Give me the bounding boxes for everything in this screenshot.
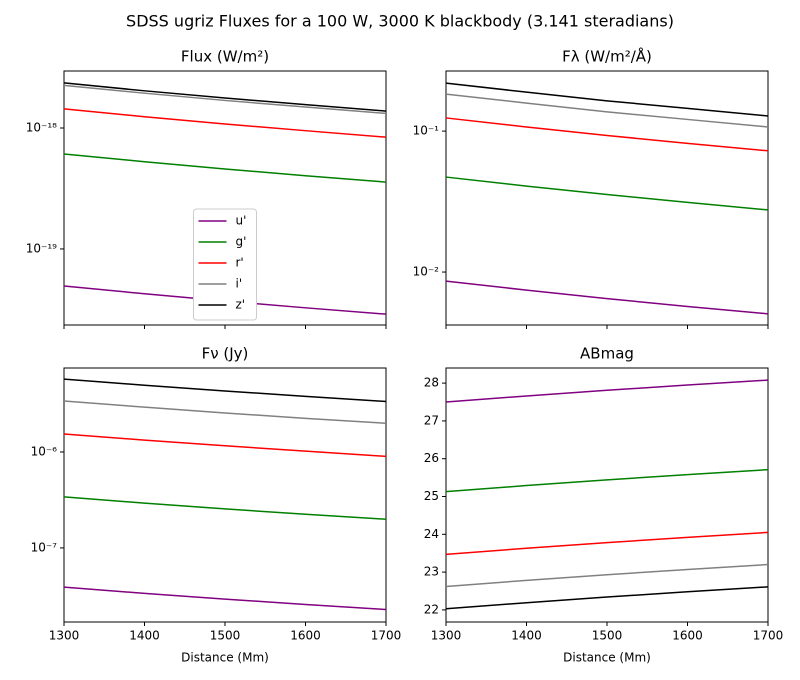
y-tick-label: 10⁻⁷: [31, 540, 58, 554]
x-tick-label: 1400: [129, 629, 160, 643]
series-line: [445, 93, 769, 128]
series-line: [445, 176, 769, 211]
x-axis-label: Distance (Mm): [181, 651, 269, 665]
y-tick-label: 10⁻⁶: [31, 444, 58, 458]
x-tick-label: 1600: [672, 629, 703, 643]
x-tick-label: 1300: [49, 629, 80, 643]
x-tick-label: 1500: [210, 629, 241, 643]
axes-title: Flux (W/m²): [181, 48, 269, 66]
series-line: [445, 117, 769, 152]
series-line: [445, 379, 769, 403]
x-tick-label: 1500: [592, 629, 623, 643]
y-tick-label: 23: [424, 565, 439, 579]
y-tick-label: 22: [424, 602, 439, 616]
series-line: [445, 586, 769, 610]
legend-label: r': [236, 256, 244, 270]
series-line: [445, 82, 769, 117]
series-line: [63, 586, 387, 611]
series-line: [63, 82, 387, 112]
legend-label: z': [236, 298, 246, 312]
axes-title: Fλ (W/m²/Å): [562, 47, 652, 66]
y-tick-label: 25: [424, 489, 439, 503]
y-tick-label: 10⁻¹⁹: [26, 241, 57, 255]
series-line: [63, 496, 387, 520]
x-tick-label: 1600: [290, 629, 321, 643]
y-tick-label: 24: [424, 527, 439, 541]
axes-title: ABmag: [580, 345, 634, 363]
series-line: [445, 468, 769, 493]
y-tick-label: 27: [424, 413, 439, 427]
y-tick-label: 26: [424, 451, 439, 465]
x-axis-label: Distance (Mm): [563, 651, 651, 665]
series-line: [445, 531, 769, 556]
legend-label: u': [236, 214, 247, 228]
legend-box: [193, 208, 257, 321]
series-line: [63, 433, 387, 458]
x-tick-label: 1400: [511, 629, 542, 643]
y-tick-label: 10⁻¹: [413, 124, 440, 138]
series-line: [445, 563, 769, 588]
y-tick-label: 28: [424, 376, 439, 390]
legend-label: i': [236, 277, 243, 291]
axes-frame: [445, 367, 769, 623]
axes-frame: [63, 367, 387, 623]
series-line: [63, 378, 387, 403]
y-tick-label: 10⁻¹⁸: [26, 120, 57, 134]
x-tick-label: 1700: [753, 629, 784, 643]
series-line: [63, 400, 387, 425]
series-line: [63, 108, 387, 138]
x-tick-label: 1700: [371, 629, 402, 643]
legend-label: g': [236, 235, 247, 249]
y-tick-label: 10⁻²: [413, 265, 440, 279]
series-line: [63, 84, 387, 115]
series-line: [445, 280, 769, 315]
axes-title: Fν (Jy): [202, 345, 249, 363]
figure-title: SDSS ugriz Fluxes for a 100 W, 3000 K bl…: [126, 12, 674, 31]
x-tick-label: 1300: [431, 629, 462, 643]
series-line: [63, 153, 387, 183]
